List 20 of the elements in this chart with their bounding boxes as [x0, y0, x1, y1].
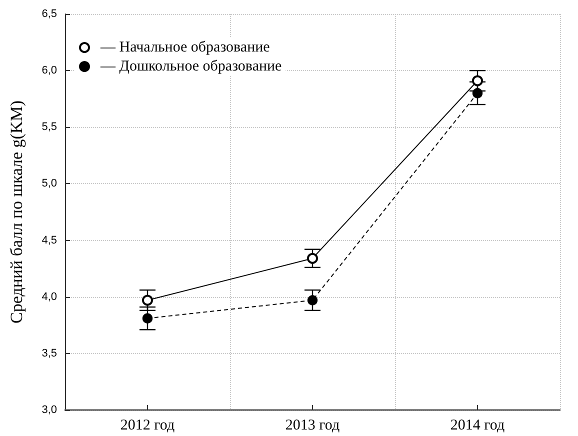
- y-tick-label: 6,0: [42, 64, 57, 77]
- x-tick-label: 2013 год: [285, 418, 340, 434]
- y-tick-label: 3,5: [42, 347, 57, 360]
- legend-label: — Начальное образование: [100, 40, 270, 56]
- legend-label: — Дошкольное образование: [100, 58, 282, 74]
- point: [142, 313, 153, 324]
- y-tick-label: 4,5: [42, 234, 57, 246]
- y-tick-label: 5,5: [42, 121, 57, 134]
- point: [472, 88, 483, 98]
- point: [307, 252, 318, 264]
- point: [142, 294, 153, 306]
- y-tick-label: 3,0: [42, 404, 57, 416]
- point: [307, 295, 318, 306]
- y-axis-title: Средний балл по шкале g(KM): [7, 100, 26, 324]
- x-tick-label: 2014 год: [450, 418, 505, 434]
- x-tick-label: 2012 год: [120, 418, 175, 434]
- y-tick-label: 5,0: [42, 178, 57, 190]
- y-tick-label: 6,5: [42, 8, 57, 20]
- point: [472, 75, 483, 86]
- y-tick-label: 4,0: [42, 290, 57, 303]
